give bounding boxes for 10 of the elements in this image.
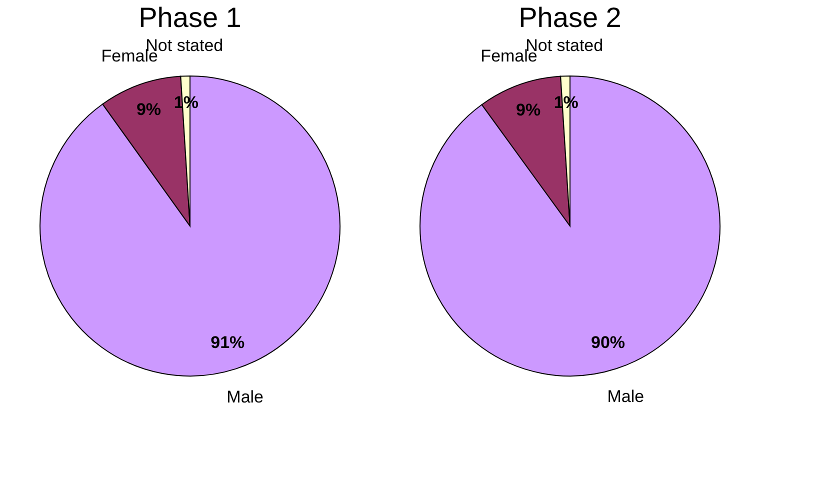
data-label: 9% — [136, 100, 162, 120]
chart-title: Phase 1 — [138, 2, 242, 34]
pie-slice — [40, 76, 340, 376]
slice-label: Male — [226, 387, 264, 406]
data-label: 9% — [516, 100, 541, 120]
data-label: 91% — [210, 333, 245, 352]
chart-title: Phase 2 — [518, 2, 622, 34]
slice-label: Male — [607, 387, 644, 406]
data-label: 90% — [590, 332, 626, 352]
pie-slice — [420, 76, 720, 376]
